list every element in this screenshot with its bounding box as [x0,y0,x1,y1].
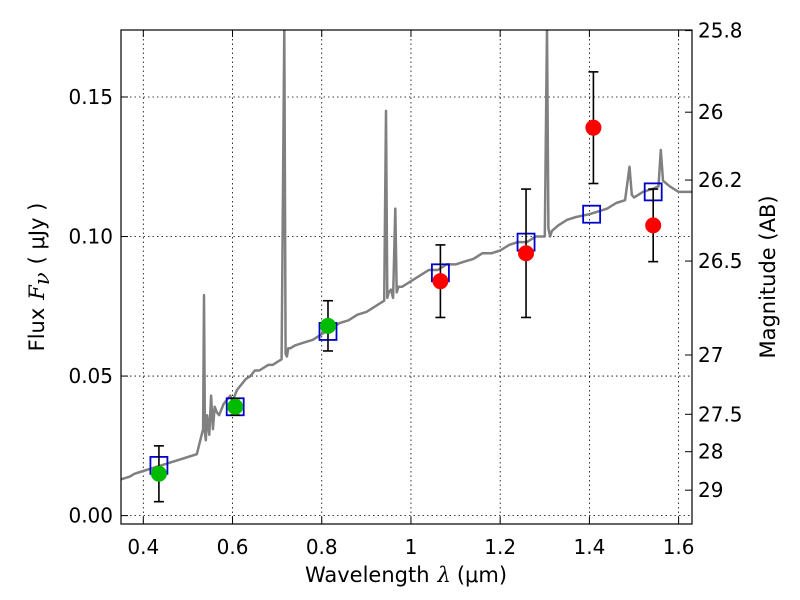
plot-area [121,30,692,481]
y-axis-label-text: Flux [25,308,49,352]
y-tick-label: 0.00 [68,504,113,528]
nir-data-point [518,245,535,262]
x-tick-label: 1.2 [484,535,516,559]
right-axis-label: Magnitude (AB) [756,195,780,358]
x-tick-label: 0.6 [217,535,249,559]
y2-tick-label: 29 [698,478,723,502]
y-axis-label-symbol: F [25,284,49,301]
y-tick-label: 0.10 [68,225,113,249]
optical-data-point [150,465,167,482]
y2-tick-label: 27.5 [698,402,743,426]
data-layer [121,30,692,481]
x-tick-label: 1.4 [573,535,605,559]
x-axis-label: Wavelength λ (μm) [305,563,507,587]
optical-data-point [319,317,336,334]
plot-frame [120,29,693,525]
x-tick-label: 0.8 [306,535,338,559]
x-axis-label-symbol: λ [437,563,451,587]
y-axis-label-unit: ( μJy ) [25,203,49,265]
axis-ticks: 0.4 0.6 0.8 1 1.2 1.4 1.6 0.00 0.05 0.10 0.15 25.8 2… [68,19,742,559]
x-tick-label: 1.6 [663,535,695,559]
y2-tick-label: 27 [698,343,723,367]
grid [121,30,692,524]
y2-tick-label: 25.8 [698,19,743,43]
x-axis-label-unit: (μm) [457,563,507,587]
nir-data-point [432,273,449,290]
y2-tick-label: 28 [698,440,723,464]
y-axis-label-subscript: ν [30,272,54,285]
nir-data-point [645,217,662,234]
nir-data-point [585,119,602,136]
y-tick-label: 0.15 [68,85,113,109]
y2-tick-label: 26.5 [698,249,743,273]
markers-layer [149,71,663,503]
x-axis-label-text: Wavelength [305,563,430,587]
x-tick-label: 0.4 [127,535,159,559]
x-tick-label: 1 [405,535,418,559]
y-tick-label: 0.05 [68,364,113,388]
model-spectrum-line [121,30,692,481]
y2-tick-label: 26 [698,100,723,124]
y2-tick-label: 26.2 [698,168,743,192]
optical-data-point [227,398,244,415]
y-axis-label: Flux Fν ( μJy ) [25,203,54,352]
model-flux-square [582,204,602,224]
